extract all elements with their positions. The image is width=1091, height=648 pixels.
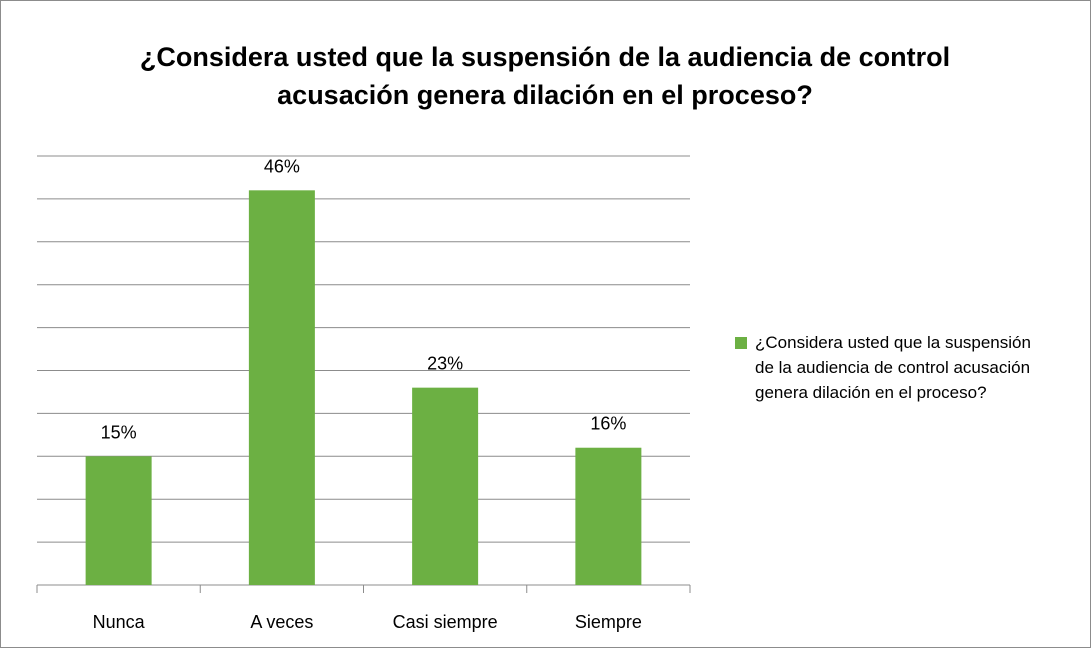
data-label: 46%	[264, 156, 300, 176]
data-label: 23%	[427, 354, 463, 374]
x-tick-label: Siempre	[575, 612, 642, 632]
x-tick-label: Nunca	[93, 612, 146, 632]
x-tick-label: A veces	[250, 612, 313, 632]
chart-title: ¿Considera usted que la suspensión de la…	[139, 42, 951, 110]
bar	[85, 456, 152, 585]
bar	[412, 387, 479, 585]
legend-swatch	[735, 337, 747, 349]
legend-label: ¿Considera usted que la suspensión de la…	[755, 333, 1031, 402]
bar	[575, 447, 642, 585]
data-label: 16%	[590, 414, 626, 434]
x-tick-label: Casi siempre	[393, 612, 498, 632]
data-label: 15%	[101, 422, 137, 442]
bar	[248, 190, 315, 585]
